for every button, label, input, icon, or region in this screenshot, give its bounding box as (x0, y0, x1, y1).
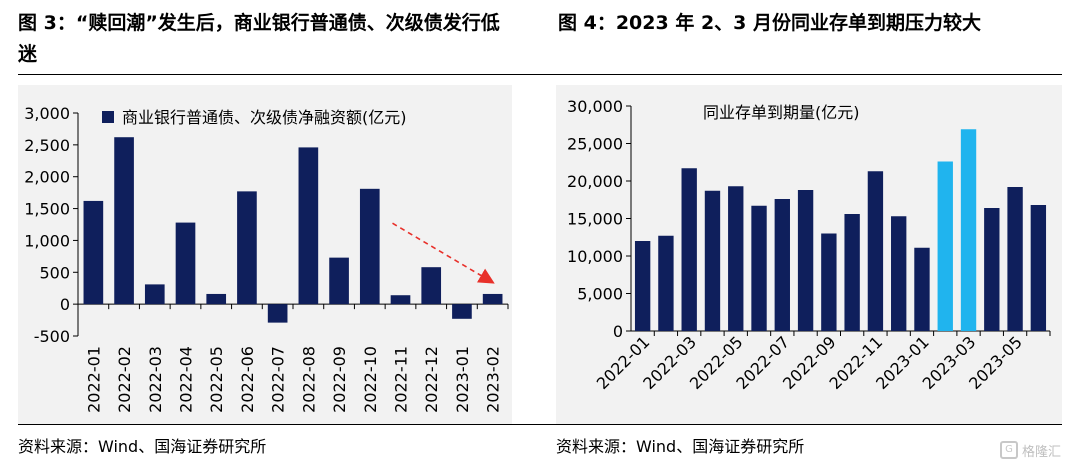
figure-3-bar (237, 191, 257, 305)
figure-3-x-tick-label: 2022-02 (115, 346, 134, 413)
figure-3-y-tick-label: 500 (39, 263, 70, 282)
watermark-logo-icon: G (1000, 441, 1018, 459)
figure-4-bar (797, 190, 814, 331)
figure-3-x-tick-label: 2022-06 (238, 346, 257, 413)
figure-3-bar (421, 267, 442, 305)
figure-4-chart: 05,00010,00015,00020,00025,00030,0002022… (567, 97, 1051, 393)
figure-4-title: 图 4：2023 年 2、3 月份同业存单到期压力较大 (558, 12, 982, 34)
figure-3-x-tick-label: 2022-05 (207, 346, 226, 413)
figure-3-y-tick-label: -500 (34, 327, 70, 346)
figure-4-y-tick-label: 10,000 (567, 247, 623, 266)
figure-4-bar (728, 186, 744, 331)
figure-4-bar (914, 247, 930, 331)
figure-4-bar (704, 190, 721, 331)
figure-4-y-tick-label: 30,000 (567, 97, 623, 116)
figure-3-y-tick-label: 2,000 (24, 168, 70, 187)
figure-3-bar (83, 200, 104, 305)
figure-3-bar (267, 304, 288, 323)
figure-3-panel: 图 3：“赎回潮”发生后，商业银行普通债、次级债发行低迷 (18, 12, 500, 65)
figure-3-y-tick-label: 1,500 (24, 200, 70, 219)
figure-3-x-tick-label: 2023-02 (484, 346, 503, 413)
figure-4-bar (1007, 187, 1023, 331)
figure-4-bar (681, 168, 697, 331)
figure-4-y-tick-label: 20,000 (567, 172, 623, 191)
figure-3-x-tick-label: 2022-12 (422, 346, 441, 413)
figure-4-y-tick-label: 5,000 (577, 285, 623, 304)
figure-3-y-tick-label: 0 (60, 295, 70, 314)
figure-3-title: 图 3：“赎回潮”发生后，商业银行普通债、次级债发行低迷 (18, 12, 500, 65)
figure-4-bar (984, 208, 1000, 331)
figure-4-legend-label: 同业存单到期量(亿元) (703, 103, 860, 122)
figure-4-bar (658, 235, 674, 331)
figure-3-bar (359, 188, 380, 305)
figure-4-bar (751, 205, 767, 331)
figure-3-bar (452, 304, 472, 319)
figure-4-bar (1030, 205, 1047, 331)
figure-4-bar (844, 214, 860, 331)
figure-3-x-tick-label: 2022-04 (177, 346, 196, 413)
figure-3-bar (298, 147, 319, 305)
watermark-text: 格隆汇 (1022, 444, 1062, 460)
figure-4-source: 资料来源：Wind、国海证券研究所 (556, 437, 805, 456)
figure-4-panel: 图 4：2023 年 2、3 月份同业存单到期压力较大 (540, 0, 1080, 468)
figure-3-source: 资料来源：Wind、国海证券研究所 (18, 437, 267, 456)
figure-3-chart: -500 0 500 1,000 1,500 2,000 2,500 3,000 2022-01… (24, 104, 509, 413)
figure-3-bar (329, 257, 349, 305)
watermark: G 格隆汇 (1000, 438, 1070, 462)
figure-4-bar (774, 199, 790, 331)
figure-4-bar (937, 161, 953, 331)
figure-3-bar (114, 137, 134, 305)
figure-3-x-tick-label: 2022-09 (330, 346, 349, 413)
figure-4-bar (634, 241, 651, 331)
figure-3-y-tick-label: 1,000 (24, 231, 70, 250)
figure-3-bar (175, 222, 196, 305)
figure-3-bar (144, 284, 165, 305)
top-divider (18, 74, 1062, 75)
figure-4-bar (867, 171, 884, 331)
figure-4-y-tick-label: 0 (613, 322, 623, 341)
figure-3-y-tick-label: 3,000 (24, 104, 70, 123)
figure-3-bar (390, 295, 411, 305)
figure-3-x-tick-label: 2022-11 (392, 346, 411, 413)
figure-4-y-tick-label: 25,000 (567, 135, 623, 154)
figure-4-y-tick-label: 15,000 (567, 210, 623, 229)
figure-3-y-tick-label: 2,500 (24, 136, 70, 155)
figure-3-bar (206, 293, 227, 305)
figure-3-x-tick-label: 2022-07 (269, 346, 288, 413)
figure-3-x-tick-label: 2022-10 (361, 346, 380, 413)
figure-3-trend-arrow (392, 222, 495, 284)
figure-3-x-tick-label: 2023-01 (453, 346, 472, 413)
figure-4-bar (960, 129, 977, 331)
figure-3-legend-swatch (102, 111, 114, 123)
figure-4-bar (891, 216, 907, 331)
figure-3-bar (482, 293, 503, 305)
figure-3-x-tick-label: 2022-03 (146, 346, 165, 413)
figure-3-x-tick-label: 2022-01 (84, 346, 103, 413)
bottom-divider (18, 424, 1062, 425)
figure-3-legend-label: 商业银行普通债、次级债净融资额(亿元) (122, 108, 407, 127)
figure-3-x-tick-label: 2022-08 (299, 346, 318, 413)
figure-4-bar (821, 233, 837, 331)
